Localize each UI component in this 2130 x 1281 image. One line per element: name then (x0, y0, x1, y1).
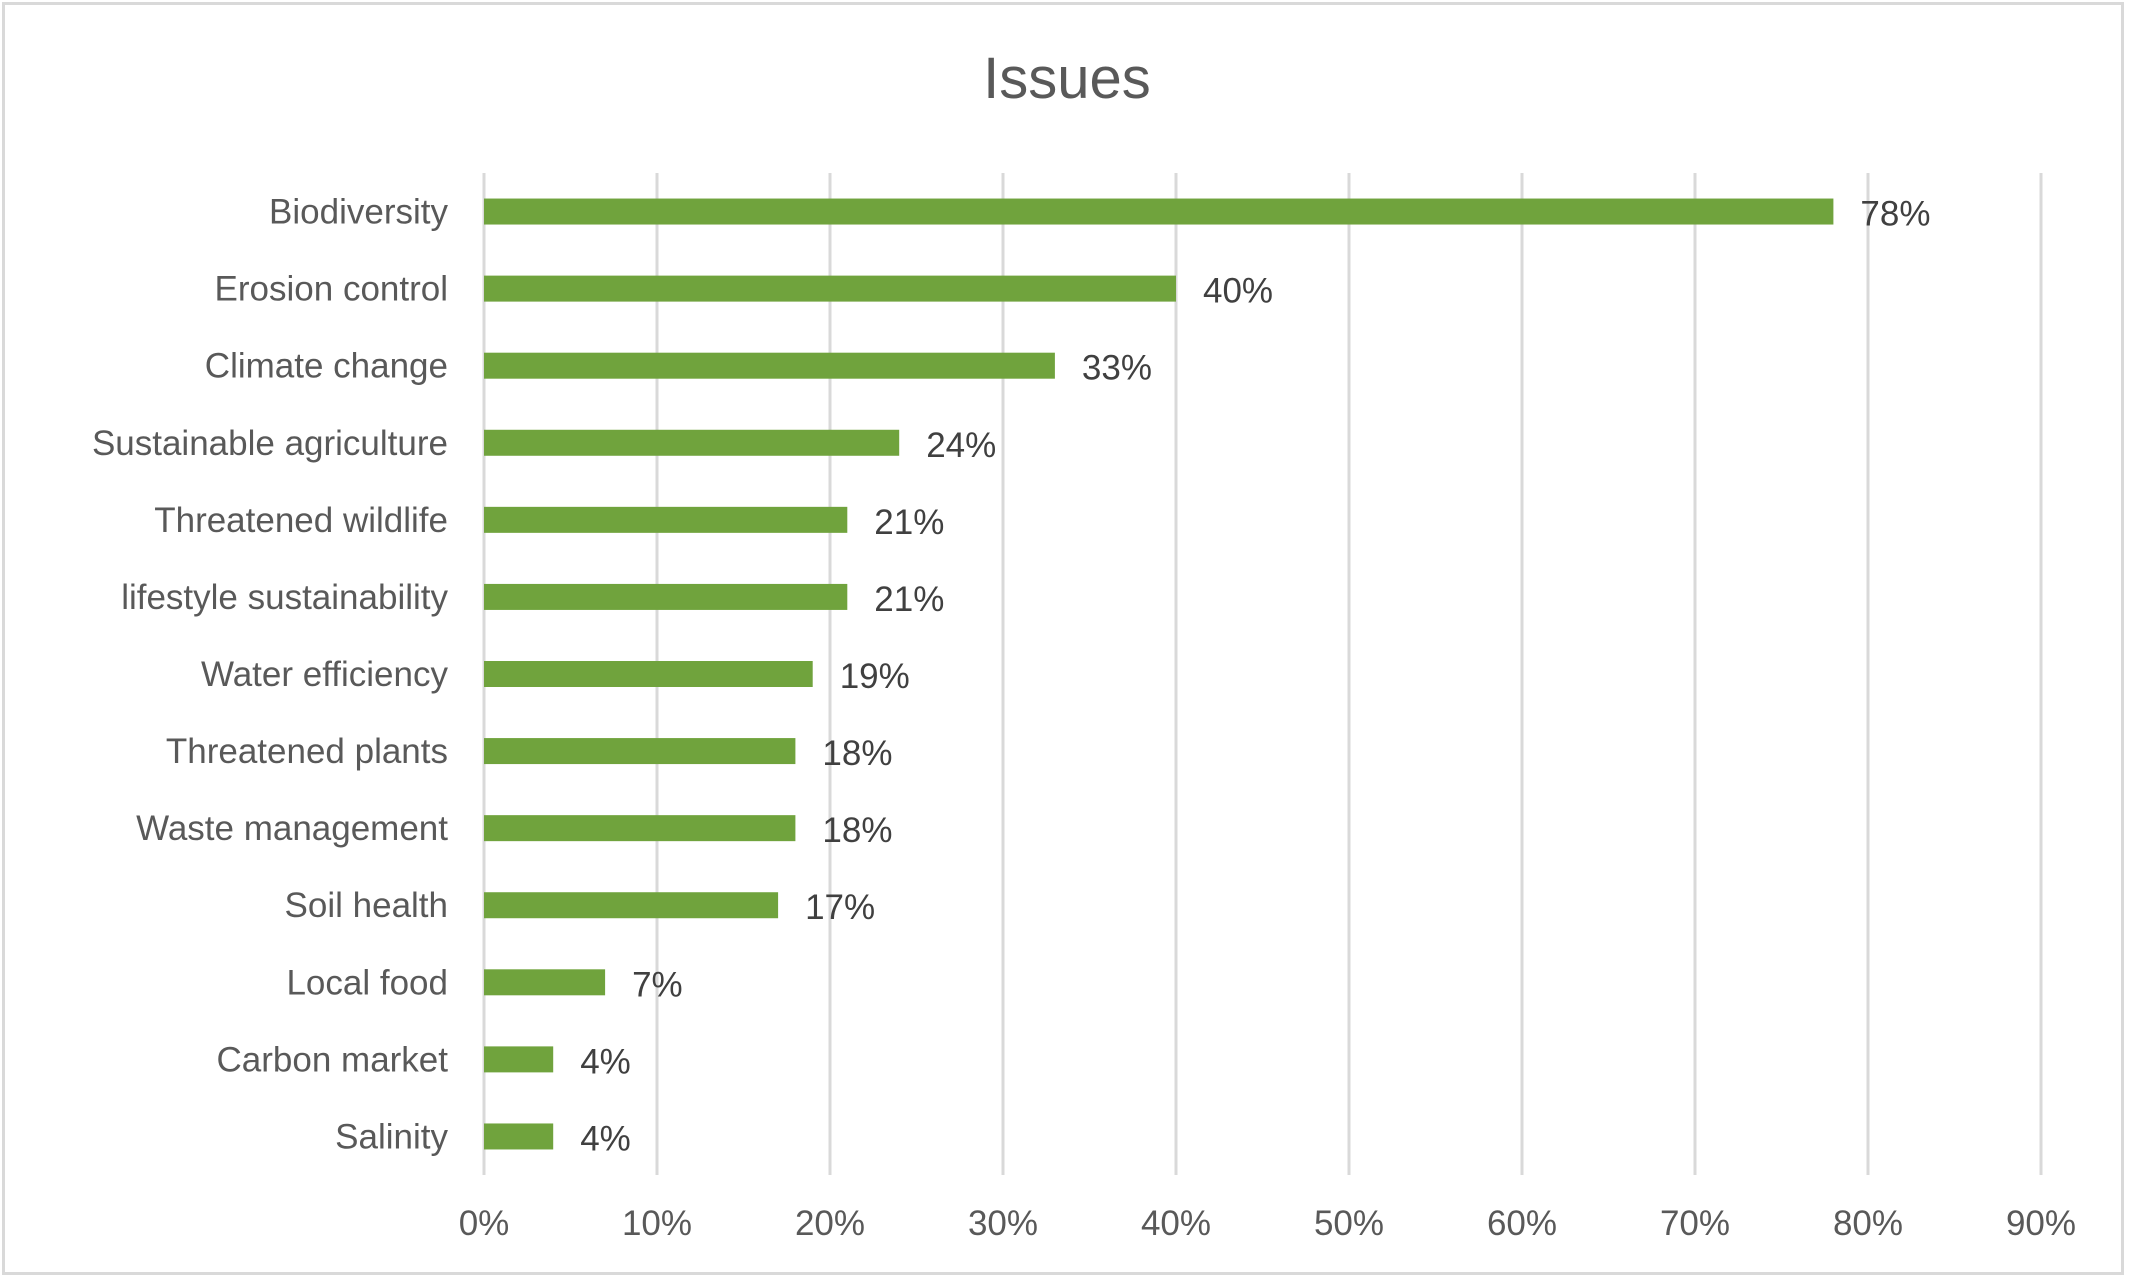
category-label: Carbon market (217, 1040, 449, 1079)
x-tick-label: 20% (795, 1204, 865, 1243)
bar (484, 661, 813, 687)
bar (484, 506, 848, 533)
data-label: 4% (580, 1119, 631, 1158)
bar (484, 969, 606, 996)
bar (484, 583, 848, 610)
bar (484, 1123, 554, 1150)
x-axis-tick-labels: 0% 10% 20% 30% 40% 50% 60% 70% 80% 90% (459, 1204, 2076, 1243)
category-label: Climate change (205, 347, 448, 386)
bar (484, 1046, 554, 1073)
category-label: Biodiversity (269, 193, 448, 232)
category-label: Local food (286, 963, 448, 1002)
bar (484, 815, 796, 842)
category-label: Erosion control (215, 270, 448, 309)
data-label: 40% (1203, 272, 1273, 311)
bar (484, 275, 1176, 302)
data-label: 18% (822, 734, 892, 773)
bar-chart: Issues Biodiversity Erosion control Climat… (92, 46, 2076, 1243)
bar (484, 352, 1055, 379)
data-label: 33% (1082, 349, 1152, 388)
data-label: 21% (874, 580, 944, 619)
data-label: 17% (805, 888, 875, 927)
bar (484, 892, 779, 919)
data-label: 4% (580, 1042, 631, 1081)
x-tick-label: 60% (1487, 1204, 1557, 1243)
category-label: Water efficiency (201, 655, 449, 694)
data-label: 24% (926, 426, 996, 465)
x-tick-label: 70% (1660, 1204, 1730, 1243)
category-label: Sustainable agriculture (92, 424, 448, 463)
data-label: 19% (840, 657, 910, 696)
data-label: 21% (874, 503, 944, 542)
x-tick-label: 50% (1314, 1204, 1384, 1243)
chart-title: Issues (983, 46, 1151, 111)
category-label: Soil health (285, 886, 448, 925)
data-labels: 78%40%33%24%21%21%19%18%18%17%7%4%4% (580, 195, 1930, 1159)
category-label: Salinity (335, 1117, 448, 1156)
category-label: Waste management (136, 809, 448, 848)
bar (484, 429, 900, 456)
data-label: 7% (632, 965, 683, 1004)
x-tick-label: 90% (2006, 1204, 2076, 1243)
data-label: 18% (822, 811, 892, 850)
category-label: Threatened wildlife (154, 501, 448, 540)
category-label: lifestyle sustainability (121, 578, 448, 617)
bar (484, 738, 796, 765)
category-labels: Biodiversity Erosion control Climate chang… (92, 193, 449, 1157)
x-tick-label: 30% (968, 1204, 1038, 1243)
x-tick-label: 80% (1833, 1204, 1903, 1243)
data-label: 78% (1860, 195, 1930, 234)
x-tick-label: 0% (459, 1204, 510, 1243)
bars (484, 198, 1834, 1150)
x-tick-label: 40% (1141, 1204, 1211, 1243)
gridlines (482, 173, 2043, 1175)
bar (484, 198, 1834, 225)
x-tick-label: 10% (622, 1204, 692, 1243)
category-label: Threatened plants (166, 732, 448, 771)
